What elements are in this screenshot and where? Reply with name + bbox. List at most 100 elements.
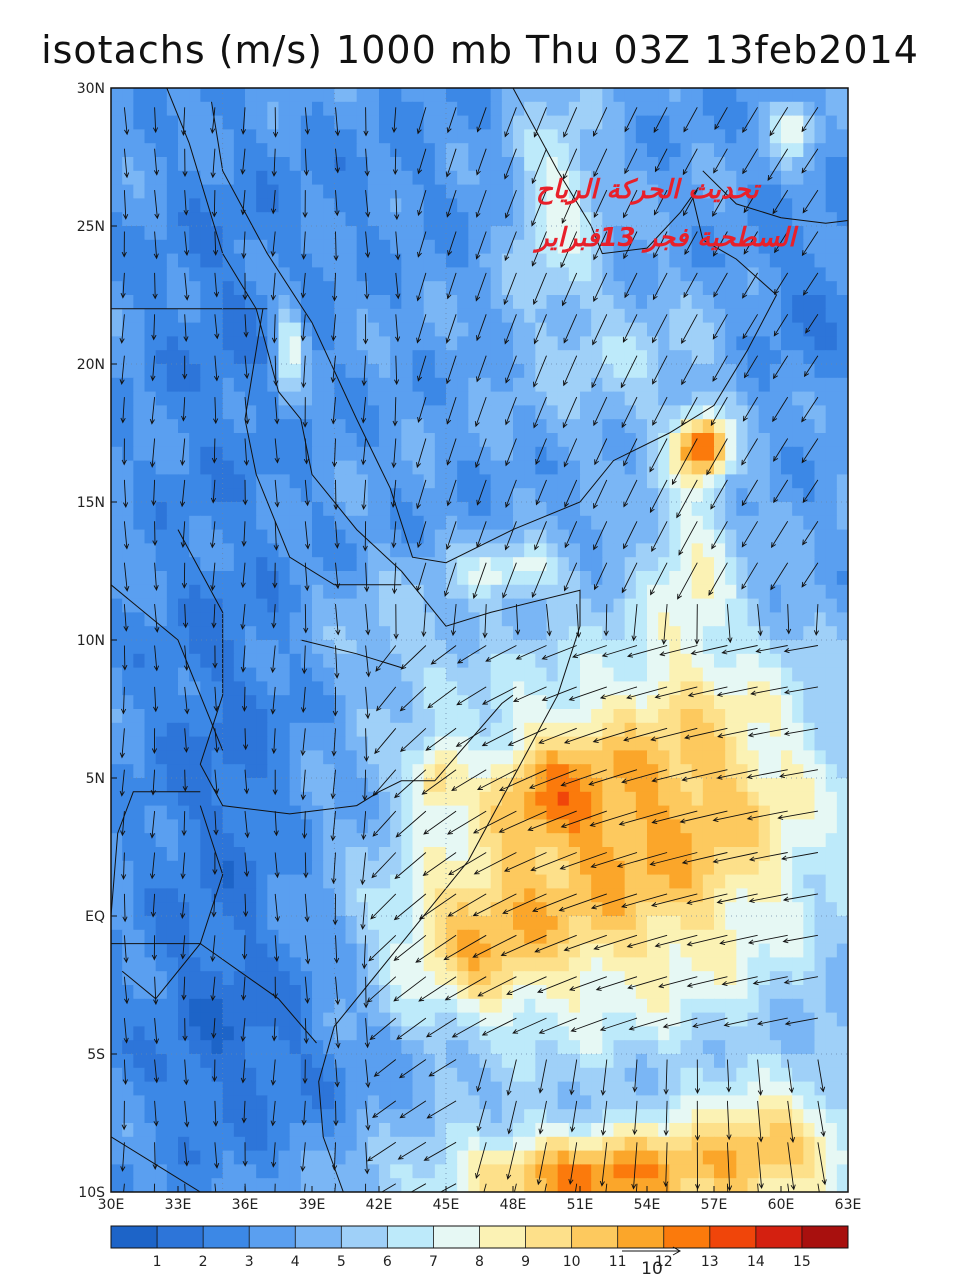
speed-cell [468,295,481,310]
speed-cell [200,170,213,186]
speed-cell [524,971,536,986]
speed-cell [725,778,737,793]
speed-cell [267,308,280,324]
speed-cell [825,502,838,517]
speed-cell [792,239,804,255]
speed-cell [591,295,603,310]
speed-cell [836,364,848,379]
speed-cell [658,847,670,862]
speed-cell [200,998,213,1014]
speed-cell [211,377,224,393]
speed-cell [122,847,134,862]
speed-cell [535,1054,548,1069]
speed-cell [680,985,693,1000]
speed-cell [434,1026,447,1041]
speed-cell [714,612,726,627]
speed-cell [658,115,670,130]
speed-cell [111,971,123,986]
speed-cell [412,640,425,655]
speed-cell [267,709,280,724]
speed-cell [379,474,391,489]
speed-cell [792,364,804,379]
speed-cell [446,667,458,682]
speed-cell [133,557,146,572]
speed-cell [367,391,380,406]
speed-cell [334,998,347,1014]
speed-cell [457,543,469,558]
speed-cell [535,1109,548,1124]
speed-cell [189,1109,201,1124]
speed-cell [781,612,793,627]
speed-cell [758,557,771,572]
speed-cell [434,571,447,586]
speed-cell [792,764,804,779]
speed-cell [367,1040,380,1055]
speed-cell [379,460,391,475]
speed-cell [669,847,682,862]
speed-cell [825,916,838,931]
speed-cell [803,226,816,241]
speed-cell [680,419,693,434]
speed-cell [557,736,570,751]
speed-cell [345,791,358,807]
speed-cell [725,322,737,337]
speed-cell [792,598,804,613]
speed-cell [769,626,782,641]
speed-cell [513,805,525,820]
speed-cell [423,998,436,1014]
speed-cell [166,212,179,227]
speed-cell [356,1054,369,1069]
speed-cell [513,695,525,710]
speed-cell [446,322,458,337]
speed-cell [178,888,190,903]
speed-cell [602,736,615,751]
speed-cell [468,598,481,613]
speed-cell [702,253,715,268]
speed-cell [680,391,693,406]
speed-cell [591,929,603,945]
speed-cell [602,198,615,213]
speed-cell [379,143,391,158]
speed-cell [669,143,682,158]
speed-cell [245,998,257,1014]
speed-cell [647,971,659,986]
speed-cell [490,709,503,724]
speed-cell [189,212,201,227]
speed-cell [200,557,213,572]
speed-cell [647,736,659,751]
speed-cell [356,860,369,876]
speed-cell [658,612,670,627]
speed-cell [289,902,302,917]
speed-cell [412,805,425,820]
speed-cell [568,681,581,696]
speed-cell [513,212,525,227]
speed-cell [513,391,525,406]
speed-cell [803,750,816,765]
speed-cell [434,322,447,337]
speed-cell [635,695,648,710]
speed-cell [580,253,592,268]
speed-cell [412,985,425,1000]
speed-cell [535,681,548,696]
speed-cell [300,916,313,931]
speed-cell [356,902,369,917]
speed-cell [546,971,559,986]
speed-cell [647,488,659,503]
speed-cell [680,1054,693,1069]
speed-cell [624,184,637,199]
speed-cell [200,971,213,986]
speed-cell [658,239,670,255]
speed-cell [479,170,492,186]
speed-cell [591,336,603,351]
speed-cell [714,488,726,503]
speed-cell [111,543,123,558]
speed-cell [334,281,347,296]
speed-cell [356,184,369,199]
speed-cell [457,253,469,268]
speed-cell [401,764,414,779]
speed-cell [714,998,726,1014]
speed-cell [222,157,235,172]
speed-cell [133,1026,146,1041]
speed-cell [211,695,224,710]
speed-cell [468,571,481,586]
